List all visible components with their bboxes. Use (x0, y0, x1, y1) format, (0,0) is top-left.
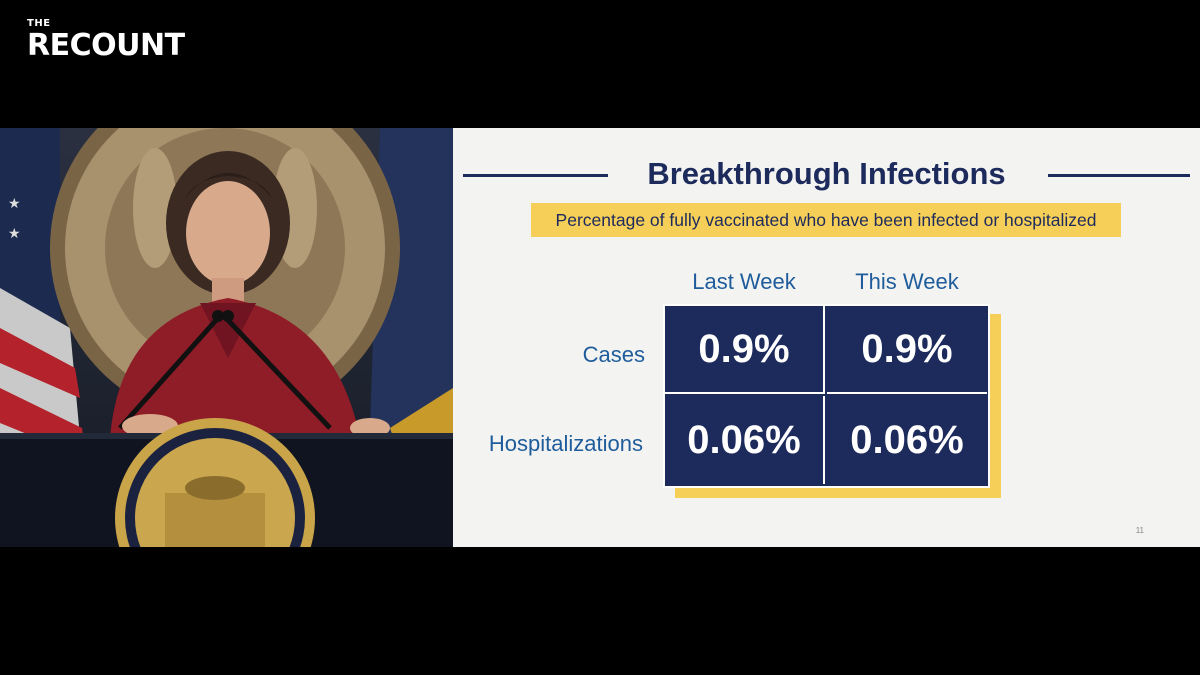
svg-text:★: ★ (8, 196, 21, 212)
logo-name: RECOUNT (27, 28, 185, 63)
press-conference-scene: ★ ★ (0, 128, 453, 547)
logo-the: THE (27, 18, 51, 29)
title-row: Breakthrough Infections (463, 156, 1190, 192)
title-rule-left (463, 174, 608, 177)
slide-title: Breakthrough Infections (647, 156, 1006, 191)
column-header-last-week: Last Week (692, 269, 796, 294)
title-rule-right (1048, 174, 1190, 177)
cell-cases-this-week: 0.9% (827, 306, 987, 394)
row-label-hospitalizations: Hospitalizations (488, 431, 643, 456)
slide-page-number: 11 (1135, 526, 1144, 535)
column-header-this-week: This Week (855, 269, 959, 294)
stats-table: 0.9% 0.9% 0.06% 0.06% (663, 304, 990, 488)
cell-hospitalizations-last-week: 0.06% (665, 396, 825, 484)
slide-subtitle: Percentage of fully vaccinated who have … (531, 203, 1121, 237)
speaker-illustration: ★ ★ (0, 128, 453, 547)
video-frame: ★ ★ (0, 128, 1200, 547)
cell-hospitalizations-this-week: 0.06% (850, 417, 964, 462)
svg-text:★: ★ (8, 226, 21, 242)
row-label-cases: Cases (582, 342, 645, 367)
presentation-slide: Breakthrough Infections Percentage of fu… (453, 128, 1200, 547)
recount-logo: THE RECOUNT (27, 19, 185, 61)
cell-cases-last-week: 0.9% (665, 306, 825, 394)
